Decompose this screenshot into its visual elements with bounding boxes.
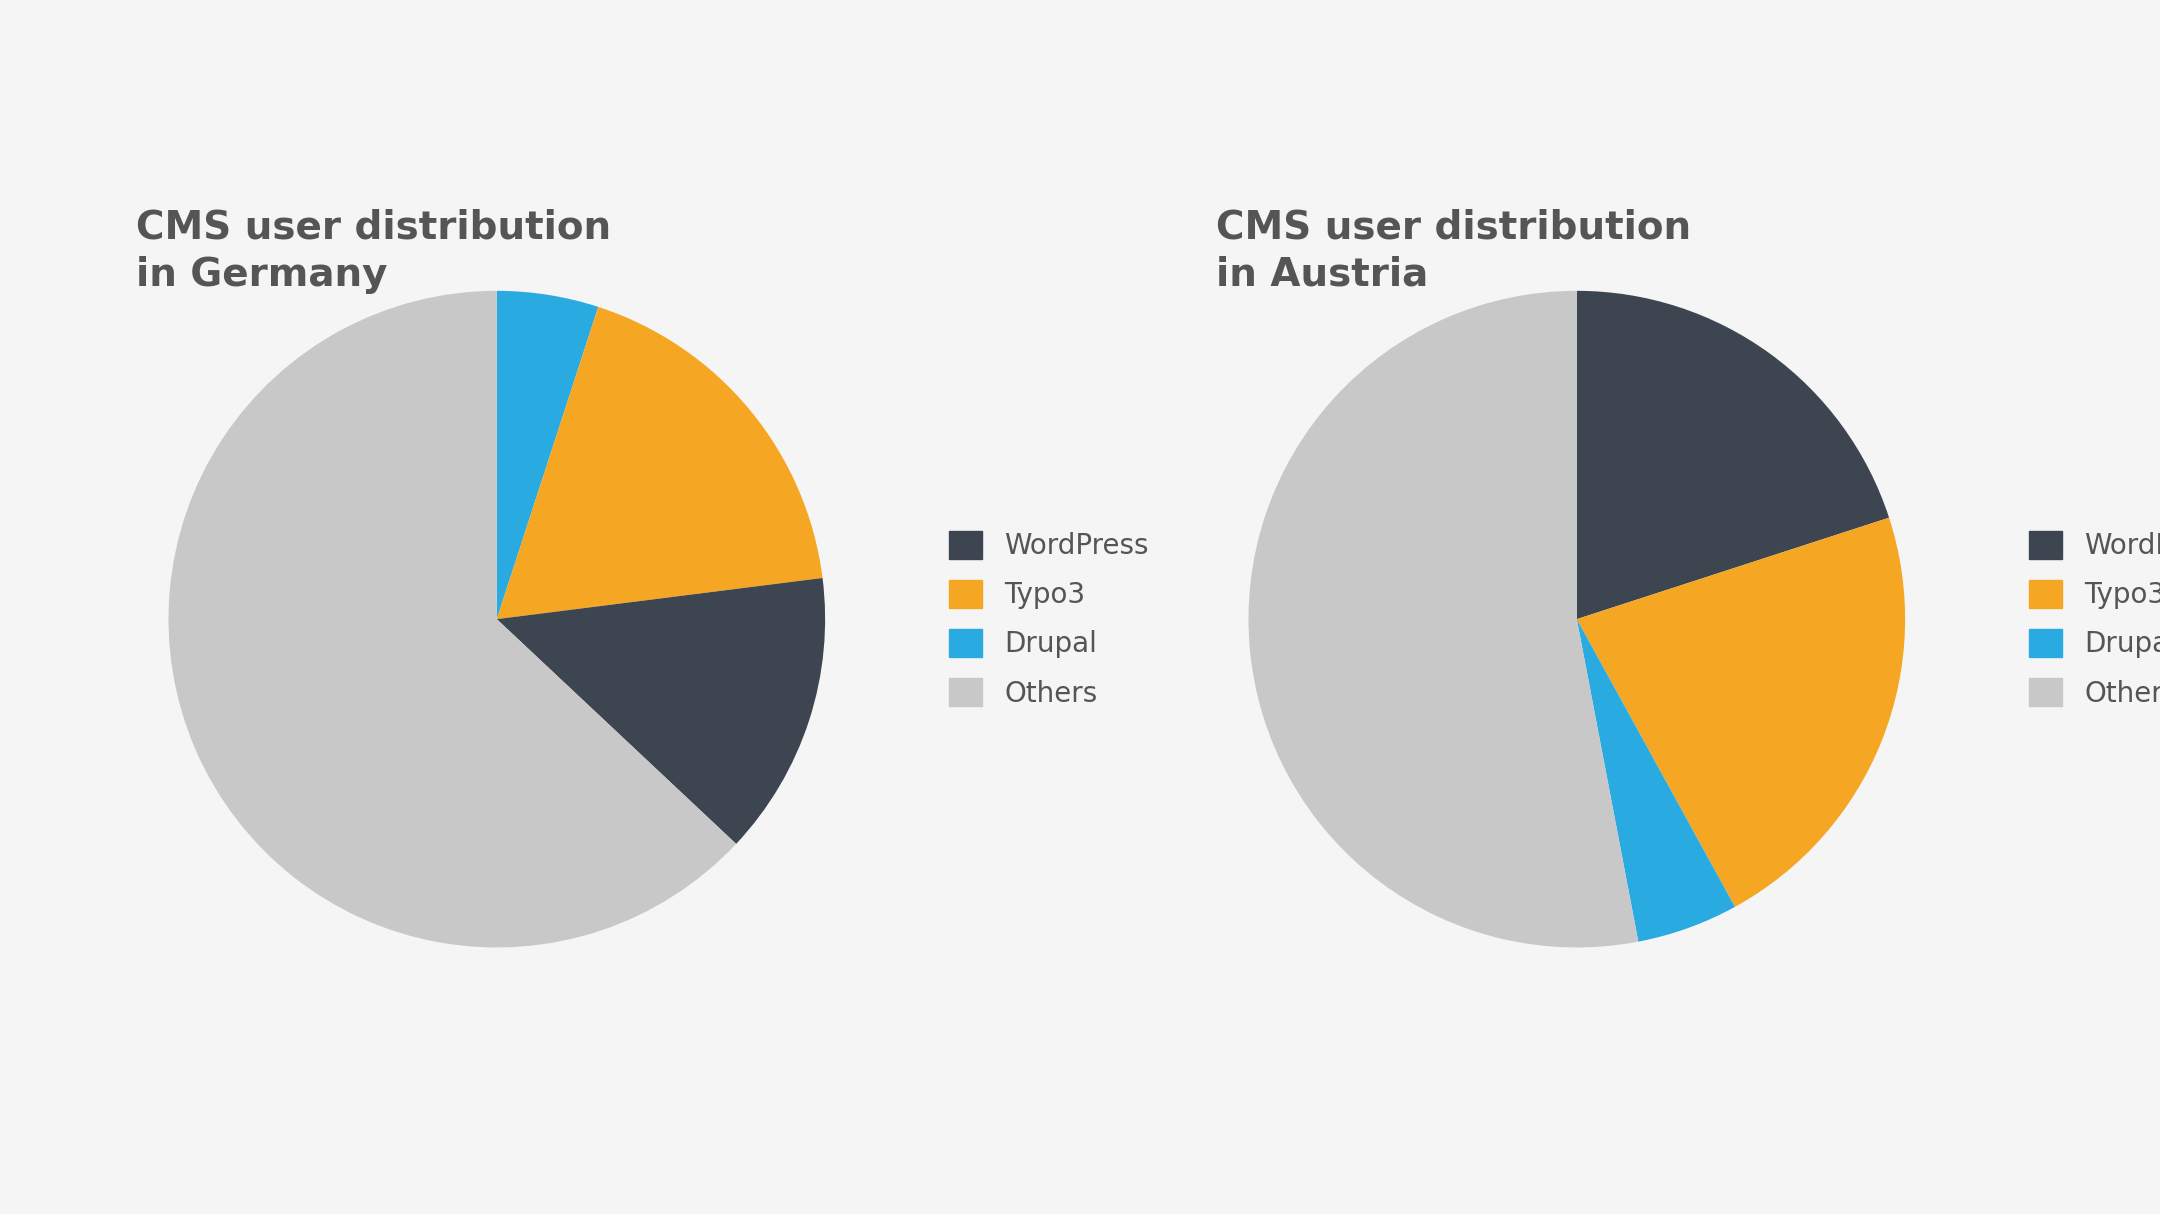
- Wedge shape: [497, 578, 825, 844]
- Wedge shape: [1248, 291, 1637, 947]
- Wedge shape: [1577, 291, 1890, 619]
- Text: CMS user distribution
in Germany: CMS user distribution in Germany: [136, 209, 611, 294]
- Wedge shape: [497, 291, 598, 619]
- Text: CMS user distribution
in Austria: CMS user distribution in Austria: [1216, 209, 1691, 294]
- Wedge shape: [1577, 517, 1905, 907]
- Wedge shape: [497, 307, 823, 619]
- Legend: WordPress, Typo3, Drupal, Others: WordPress, Typo3, Drupal, Others: [937, 520, 1160, 719]
- Legend: WordPress, Typo3, Drupal, Others: WordPress, Typo3, Drupal, Others: [2017, 520, 2160, 719]
- Wedge shape: [1577, 619, 1734, 942]
- Wedge shape: [168, 291, 737, 947]
